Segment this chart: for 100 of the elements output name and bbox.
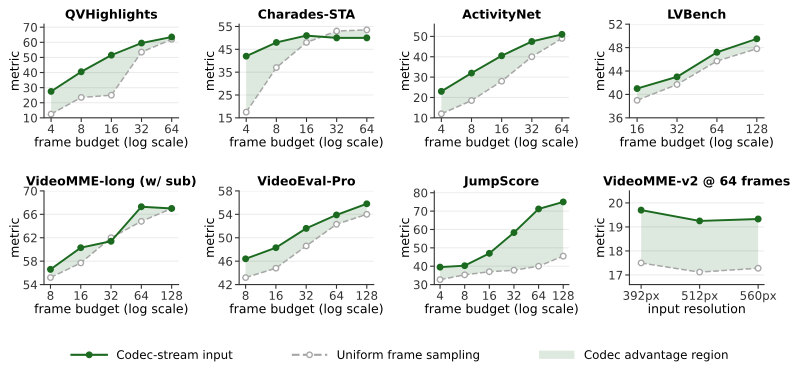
y-tick-label: 18 — [609, 246, 622, 256]
y-tick-label: 44 — [608, 66, 623, 76]
chart-title: JumpScore — [463, 176, 539, 188]
y-axis-title: metric — [204, 52, 214, 90]
y-tick-label: 25 — [218, 90, 232, 100]
x-tick-label: 8 — [468, 124, 474, 134]
y-axis-title: metric — [9, 52, 19, 90]
point — [486, 250, 493, 257]
x-tick-label: 128 — [356, 291, 378, 300]
x-tick-label: 16 — [300, 124, 314, 134]
y-tick-label: 20 — [24, 98, 37, 108]
y-tick-label: 62 — [24, 233, 37, 242]
y-tick-label: 58 — [24, 256, 37, 266]
point — [510, 266, 518, 274]
y-tick-label: 52 — [609, 20, 622, 29]
x-tick-label: 64 — [164, 124, 179, 134]
point — [754, 264, 762, 272]
point — [46, 274, 54, 282]
y-axis-title: metric — [594, 52, 604, 90]
y-tick-label: 40 — [414, 52, 428, 62]
point — [461, 271, 468, 278]
x-tick-label: 8 — [48, 291, 54, 300]
y-tick-label: 40 — [23, 68, 37, 78]
point — [333, 220, 340, 228]
point — [108, 92, 115, 99]
point — [272, 64, 280, 72]
y-tick-label: 45 — [218, 45, 232, 54]
point — [558, 30, 566, 38]
point — [138, 48, 145, 56]
point — [674, 73, 680, 80]
x-tick-label: 16 — [495, 124, 508, 134]
point — [272, 244, 280, 252]
point — [696, 268, 704, 276]
y-axis-title: metric — [400, 218, 410, 257]
y-tick-label: 20 — [609, 198, 622, 208]
x-tick-label: 16 — [105, 124, 118, 134]
point — [528, 38, 536, 45]
point — [638, 206, 645, 214]
point — [78, 68, 85, 76]
y-tick-label: 58 — [218, 186, 232, 196]
point — [498, 52, 506, 60]
point — [303, 38, 310, 46]
x-tick-label: 64 — [360, 124, 374, 134]
point — [138, 40, 145, 47]
y-tick-label: 60 — [414, 225, 428, 234]
x-tick-label: 32 — [300, 291, 313, 300]
point — [713, 58, 720, 65]
point — [674, 81, 680, 88]
x-tick-label: 32 — [134, 124, 148, 134]
x-tick-label: 560px — [740, 291, 776, 302]
y-tick-label: 30 — [414, 280, 428, 290]
point — [510, 229, 518, 236]
y-tick-label: 50 — [24, 53, 37, 62]
y-tick-label: 70 — [24, 22, 37, 32]
point — [272, 264, 280, 272]
point — [303, 32, 310, 40]
x-tick-label: 4 — [436, 291, 444, 300]
x-axis-title: input resolution — [648, 304, 745, 316]
point — [634, 96, 641, 104]
point — [528, 53, 536, 60]
y-tick-label: 20 — [414, 93, 428, 102]
y-tick-label: 80 — [414, 188, 428, 198]
y-tick-label: 36 — [609, 114, 622, 122]
point — [634, 85, 641, 92]
point — [168, 34, 176, 40]
x-tick-label: 392px — [624, 291, 660, 302]
y-tick-label: 17 — [609, 270, 622, 280]
point — [242, 274, 250, 282]
y-tick-label: 48 — [608, 43, 622, 52]
x-tick-label: 32 — [507, 291, 520, 300]
point — [242, 52, 250, 60]
y-tick-label: 40 — [414, 262, 428, 271]
point — [333, 211, 340, 218]
x-axis-title: frame budget (log scale) — [620, 136, 773, 150]
point — [535, 205, 542, 212]
point — [486, 268, 493, 276]
y-tick-label: 19 — [609, 222, 622, 232]
chart-title: QVHighlights — [66, 9, 158, 22]
point — [696, 217, 704, 224]
point — [302, 242, 310, 250]
y-tick-label: 46 — [218, 256, 232, 266]
x-axis-title: frame budget (log scale) — [424, 304, 578, 316]
x-axis-title: frame budget (log scale) — [34, 304, 188, 316]
y-axis-title: metric — [204, 218, 214, 257]
x-tick-label: 16 — [630, 124, 644, 134]
y-tick-label: 15 — [219, 114, 232, 122]
point — [363, 26, 370, 34]
x-axis-title: frame budget (log scale) — [230, 304, 383, 316]
point — [108, 238, 115, 245]
x-tick-label: 32 — [330, 124, 343, 134]
point — [753, 35, 760, 42]
point — [363, 200, 370, 208]
point — [468, 97, 475, 104]
point — [363, 210, 370, 218]
point — [242, 108, 250, 116]
x-tick-label: 128 — [746, 124, 768, 134]
y-tick-label: 66 — [24, 210, 38, 219]
point — [46, 266, 54, 273]
legend-label: Codec-stream input — [116, 350, 233, 362]
chart-title: ActivityNet — [462, 9, 541, 22]
